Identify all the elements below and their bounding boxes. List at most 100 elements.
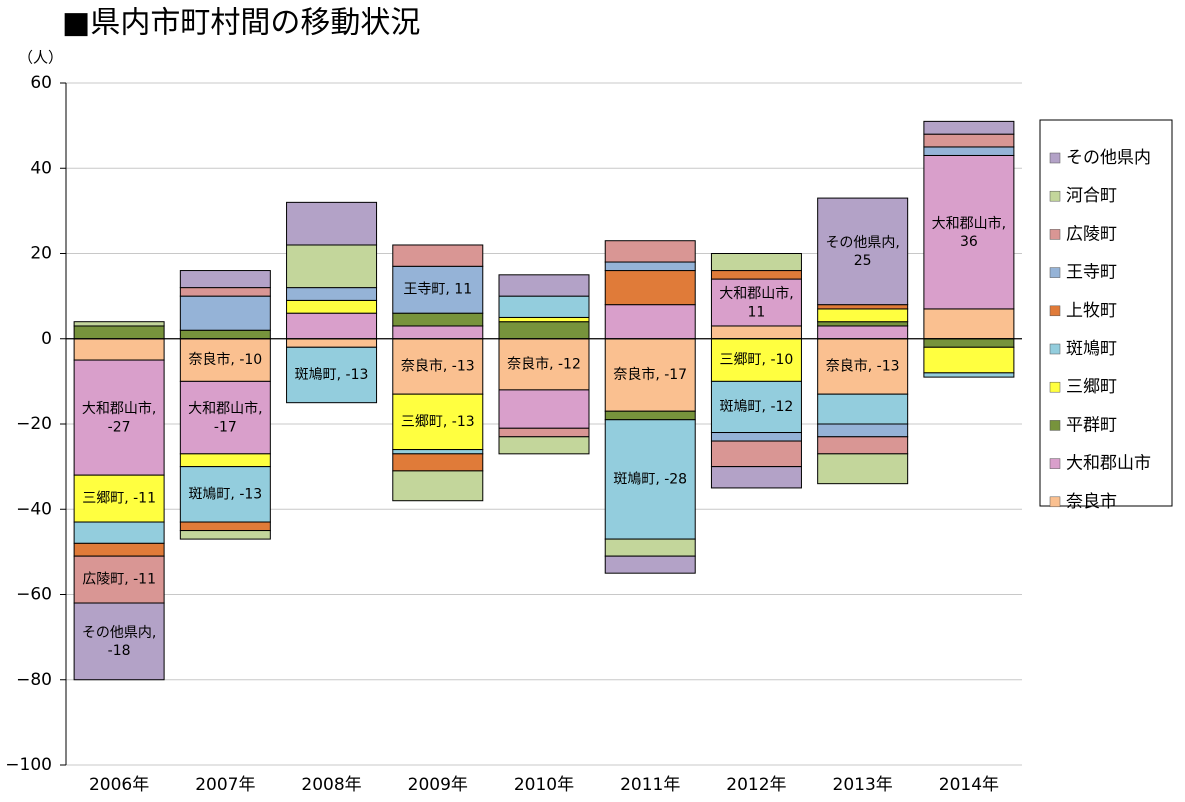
bar-segment — [817, 436, 909, 455]
bar-segment — [604, 419, 696, 540]
data-label: 奈良市, -10 — [188, 351, 262, 368]
bar-segment — [604, 261, 696, 272]
legend-label: 広陵町 — [1066, 224, 1117, 244]
bar-segment — [923, 372, 1015, 378]
bar-segment — [179, 295, 271, 331]
y-tick-label: −20 — [16, 414, 52, 434]
y-tick-label: −80 — [16, 670, 52, 690]
bar-segment — [392, 325, 484, 340]
data-label: 斑鳩町, -13 — [295, 367, 369, 383]
y-tick-label: 0 — [41, 329, 52, 349]
bar-segment — [710, 440, 802, 468]
bar-segment — [710, 278, 802, 327]
data-label: 王寺町, 11 — [403, 282, 472, 298]
bar-segment — [817, 338, 909, 395]
legend-swatch — [1049, 267, 1061, 278]
data-label-line: その他県内, — [825, 235, 899, 251]
bar-segment — [392, 338, 484, 395]
bar-segment — [604, 410, 696, 421]
bar-segment — [392, 393, 484, 451]
bar-segment — [179, 521, 271, 532]
data-label: 大和郡山市, -27 — [82, 400, 156, 435]
data-label-line: -27 — [108, 419, 131, 435]
legend-label: 王寺町 — [1066, 263, 1117, 283]
bar-segment — [392, 244, 484, 267]
bar-segment — [179, 530, 271, 540]
bar-segment — [73, 555, 165, 604]
data-label-line: 36 — [960, 234, 978, 250]
bar-segment — [286, 287, 378, 301]
bar-segment — [710, 432, 802, 442]
bar-segment — [179, 329, 271, 340]
legend-label: 大和郡山市 — [1066, 454, 1151, 474]
legend-swatch — [1049, 458, 1061, 469]
bar-segment — [286, 299, 378, 314]
bar-segment — [817, 321, 909, 327]
legend-label: 斑鳩町 — [1066, 339, 1117, 359]
bar-segment — [710, 466, 802, 489]
legend-label: 奈良市 — [1066, 492, 1117, 512]
bar-segment — [817, 197, 909, 306]
bar-segment — [179, 270, 271, 289]
bar-segment — [604, 240, 696, 263]
bar-segment — [923, 146, 1015, 156]
data-label-line: その他県内, — [82, 625, 156, 641]
legend-label: 上牧町 — [1066, 301, 1117, 321]
x-tick-label: 2014年 — [939, 775, 999, 795]
bar-segment — [286, 244, 378, 289]
bar-segment — [923, 120, 1015, 135]
bar-segment — [923, 308, 1015, 340]
data-label: 三郷町, -10 — [720, 352, 794, 368]
bar-segment — [604, 304, 696, 340]
x-tick-label: 2010年 — [514, 775, 574, 795]
bar-segment — [498, 321, 590, 340]
bar-segment — [710, 270, 802, 280]
bar-segment — [392, 453, 484, 472]
y-tick-label: −40 — [16, 499, 52, 519]
bar-segment — [73, 321, 165, 327]
bar-segment — [498, 316, 590, 323]
bar-segment — [604, 538, 696, 557]
bar-segment — [710, 380, 802, 434]
x-tick-label: 2009年 — [408, 775, 468, 795]
bar-segment — [73, 542, 165, 557]
bar-segment — [73, 602, 165, 681]
bar-segment — [817, 453, 909, 485]
bar-segment — [498, 389, 590, 429]
data-label: 三郷町, -13 — [401, 414, 475, 430]
y-tick-label: 20 — [30, 244, 52, 264]
bar-segment — [179, 453, 271, 468]
bar-segment — [286, 201, 378, 246]
legend-swatch — [1049, 420, 1061, 431]
x-tick-label: 2011年 — [620, 775, 680, 795]
data-label-line: -18 — [108, 643, 131, 659]
legend-box — [1039, 119, 1173, 507]
bar-segment — [286, 312, 378, 340]
data-label: 斑鳩町, -28 — [613, 471, 687, 487]
bar-segment — [392, 265, 484, 314]
legend-swatch — [1049, 190, 1061, 202]
bar-segment — [73, 521, 165, 544]
data-label: その他県内, -18 — [82, 625, 156, 659]
x-tick-label: 2008年 — [301, 775, 361, 795]
bar-segment — [604, 338, 696, 412]
bar-segment — [73, 474, 165, 523]
bar-segment — [604, 555, 696, 574]
y-unit: （人） — [18, 49, 63, 67]
data-label-line: 大和郡山市, — [932, 215, 1006, 232]
data-label: 広陵町, -11 — [82, 572, 156, 588]
data-label-line: -17 — [214, 419, 237, 435]
bar-segment — [817, 423, 909, 438]
data-label: 奈良市, -13 — [826, 357, 900, 374]
data-label: 大和郡山市, 36 — [932, 215, 1006, 250]
legend-swatch — [1049, 229, 1061, 240]
legend-label: その他県内 — [1066, 148, 1151, 168]
bar-segment — [392, 312, 484, 327]
bar-segment — [498, 427, 590, 438]
bar-segment — [286, 346, 378, 404]
bar-segment — [817, 393, 909, 425]
legend-swatch — [1049, 343, 1061, 355]
data-label-line: 大和郡山市, — [82, 400, 156, 417]
data-label: 奈良市, -17 — [613, 366, 687, 383]
data-label: 大和郡山市, -17 — [188, 400, 262, 435]
